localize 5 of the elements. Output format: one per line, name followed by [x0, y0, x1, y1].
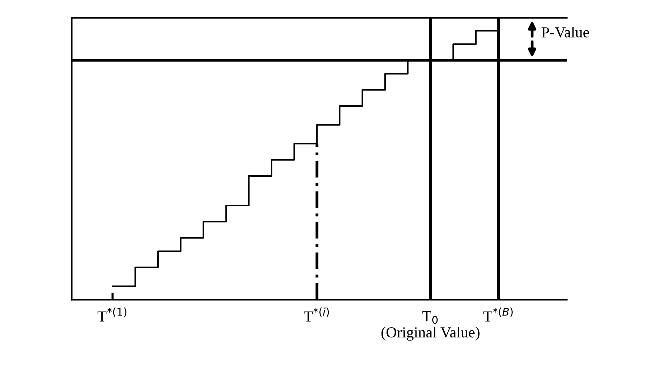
x-tick-label: T$_{0}$ (Original Value) — [382, 312, 480, 341]
x-tick-label: T$^{*(i)}$ — [304, 308, 330, 322]
text: P-Value — [542, 26, 590, 38]
x-tick-label: T$^{*(1)}$ — [98, 308, 127, 322]
x-tick-label: T$^{*(B)}$ — [484, 308, 513, 322]
